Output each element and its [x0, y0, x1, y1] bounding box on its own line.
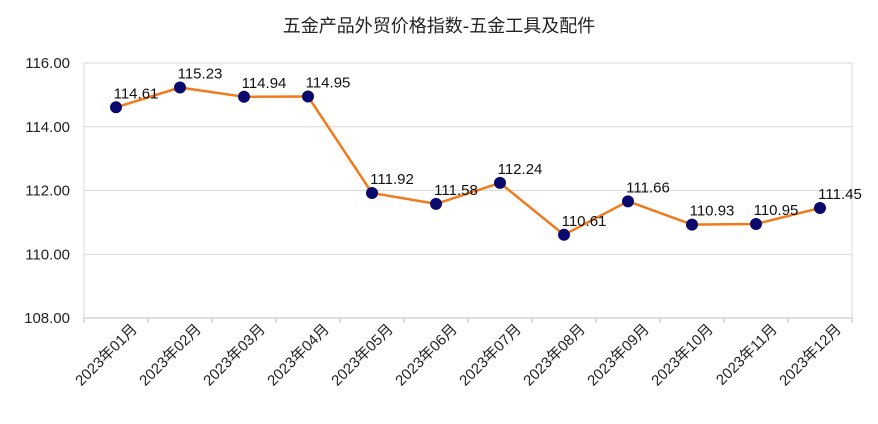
data-label: 112.24	[498, 161, 543, 178]
data-label: 115.23	[178, 66, 223, 83]
data-labels: 114.61 115.23 114.94 114.95 111.92 111.58 112.…	[114, 66, 862, 230]
x-tick-label: 2023年09月	[584, 321, 653, 390]
x-tick-label: 2023年07月	[456, 321, 525, 390]
series-line-layer	[115, 86, 821, 237]
y-tick-label: 112.00	[25, 183, 70, 200]
x-tick-label: 2023年03月	[200, 321, 269, 390]
data-point	[366, 187, 378, 200]
data-label: 110.95	[754, 202, 799, 219]
data-point	[750, 217, 762, 230]
data-point	[622, 195, 634, 208]
x-tick-label: 2023年08月	[520, 321, 589, 390]
data-label: 111.66	[626, 179, 670, 196]
data-label: 114.95	[306, 74, 351, 91]
data-label: 114.61	[114, 85, 159, 102]
markers	[110, 81, 826, 241]
data-point	[238, 90, 250, 103]
x-tick-label: 2023年02月	[136, 321, 205, 390]
data-label: 114.94	[242, 75, 287, 92]
data-point	[814, 202, 826, 215]
data-point	[174, 81, 186, 94]
x-tick-label: 2023年06月	[392, 321, 461, 390]
data-point	[430, 197, 442, 210]
axes: 108.00110.00112.00114.00116.002023年01月20…	[24, 55, 853, 390]
y-tick-label: 116.00	[25, 55, 70, 72]
data-point	[302, 90, 314, 103]
data-label: 110.93	[690, 203, 735, 220]
x-tick-label: 2023年12月	[776, 321, 845, 390]
data-label: 111.92	[370, 171, 414, 188]
x-tick-label: 2023年11月	[713, 321, 781, 389]
data-label: 110.61	[562, 213, 607, 230]
data-point	[558, 228, 570, 241]
y-tick-label: 110.00	[25, 246, 70, 263]
x-tick-label: 2023年01月	[72, 321, 141, 390]
data-point	[494, 176, 506, 189]
series-line	[115, 86, 821, 237]
x-tick-label: 2023年04月	[264, 321, 333, 390]
x-tick-label: 2023年10月	[648, 321, 717, 390]
data-label: 111.58	[434, 182, 478, 199]
y-tick-label: 108.00	[24, 310, 70, 327]
data-point	[686, 218, 698, 231]
x-tick-label: 2023年05月	[328, 321, 397, 390]
y-tick-label: 114.00	[25, 119, 70, 136]
chart-title: 五金产品外贸价格指数-五金工具及配件	[283, 16, 596, 37]
data-point	[110, 101, 122, 114]
data-label: 111.45	[818, 186, 862, 203]
